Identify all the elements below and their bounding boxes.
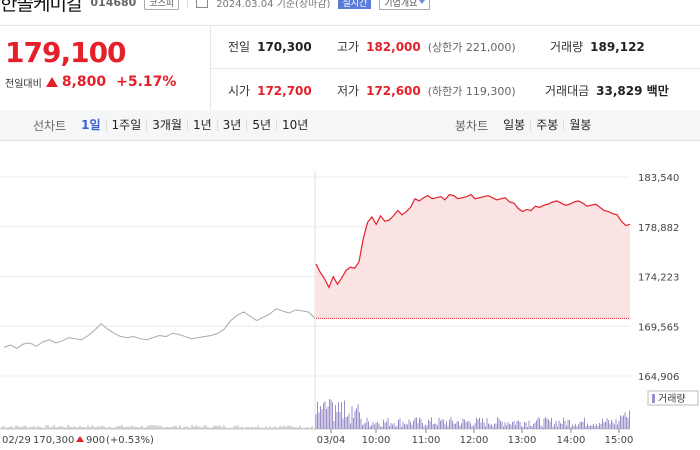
x-tick-label: 10:00 [362,435,391,446]
x-tick-label: 11:00 [412,435,441,446]
up-arrow-icon [76,436,84,442]
tab-1d[interactable]: 1일 [76,119,107,131]
quote-summary: 179,100 전일대비 8,800 +5.17% 전일 170,300 고가 … [0,25,700,112]
tab-5y[interactable]: 5년 [247,119,278,131]
tab-3m[interactable]: 3개월 [147,119,188,131]
y-tick-label: 183,540 [638,173,679,184]
trade-amount: 거래대금 33,829 백만 [545,82,669,99]
stock-code: 014680 [90,0,137,9]
prev-date-label: 02/29 [2,435,31,446]
volume-legend [647,390,699,406]
prev-change-label: 900 [86,435,105,446]
prev-close-label: 170,300 [33,435,74,446]
prev-close: 전일 170,300 [228,38,312,55]
x-tick-label: 12:00 [460,435,489,446]
calendar-icon [196,0,209,8]
divider [210,68,700,69]
prev-day-line [3,308,316,349]
x-tick-label: 13:00 [508,435,537,446]
y-tick-label: 174,223 [638,273,679,284]
open-label: 시가 [228,84,251,98]
low-value: 172,600 [366,84,421,98]
quote-date: 2024.03.04 기준(장마감) [216,0,331,10]
volume-label: 거래량 [550,40,584,54]
x-tick-label: 14:00 [557,435,586,446]
high-value: 182,000 [366,40,421,54]
tab-10y[interactable]: 10년 [282,118,309,132]
today-price-line [315,193,631,289]
high-price: 고가 182,000 (상한가 221,000) [337,38,516,55]
upper-limit: (상한가 221,000) [427,41,516,54]
line-chart-label: 선차트 [33,118,67,133]
tab-1y[interactable]: 1년 [188,119,218,131]
up-arrow-icon [45,77,58,87]
company-overview-label: 기업개요 [384,0,418,9]
change-label: 전일대비 [5,78,42,90]
amount-label: 거래대금 [545,84,590,98]
y-tick-label: 178,882 [638,223,679,234]
prev-change-pct-label: (+0.53%) [106,435,154,446]
y-tick-label: 169,565 [638,322,679,333]
price-change: 전일대비 8,800 +5.17% [5,74,176,90]
low-price: 저가 172,600 (하한가 119,300) [337,82,516,99]
lower-limit: (하한가 119,300) [427,85,516,98]
company-overview-button[interactable]: 기업개요 [379,0,431,10]
change-value: 8,800 [61,74,107,90]
amount-value: 33,829 백만 [596,84,669,98]
y-tick-label: 164,906 [638,372,679,383]
line-chart-tabs: 선차트 1일 1주일 3개월 1년 3년 5년 10년 [33,110,313,140]
tab-daily[interactable]: 일봉 [498,119,532,131]
today-area-fill [316,194,630,319]
volume-legend-swatch [652,394,655,403]
tab-weekly[interactable]: 주봉 [531,119,565,131]
low-label: 저가 [337,84,360,98]
x-tick-label: 03/04 [317,435,346,446]
volume-value: 189,122 [590,40,645,54]
chevron-down-icon [419,0,426,4]
price-box: 179,100 전일대비 8,800 +5.17% [0,26,210,111]
divider [187,0,189,8]
company-name: 한솔케미칼 [0,0,83,15]
change-percent: +5.17% [116,74,177,90]
x-tick-label: 15:00 [605,435,634,446]
intraday-price-chart[interactable]: 183,540 178,882 174,223 169,565 164,906 거래량 03… [0,140,700,450]
open-value: 172,700 [257,84,312,98]
stock-header: 한솔케미칼 014680 코스피 2024.03.04 기준(장마감) 실시간 … [0,0,431,15]
market-badge: 코스피 [144,0,180,10]
candle-chart-label: 봉차트 [455,118,489,133]
prev-close-value: 170,300 [257,40,312,54]
volume-legend-label: 거래량 [658,393,686,405]
prev-close-label: 전일 [228,40,251,54]
high-label: 고가 [337,40,360,54]
tab-3y[interactable]: 3년 [218,119,248,131]
chart-tabs: 선차트 1일 1주일 3개월 1년 3년 5년 10년 봉차트 일봉 주봉 월봉 [0,110,700,141]
current-price: 179,100 [5,36,127,69]
tab-monthly[interactable]: 월봉 [569,118,592,132]
open-price: 시가 172,700 [228,82,312,99]
volume: 거래량 189,122 [550,38,645,55]
candle-chart-tabs: 봉차트 일봉 주봉 월봉 [455,110,596,140]
tab-1w[interactable]: 1주일 [107,119,148,131]
realtime-button[interactable]: 실시간 [338,0,372,9]
